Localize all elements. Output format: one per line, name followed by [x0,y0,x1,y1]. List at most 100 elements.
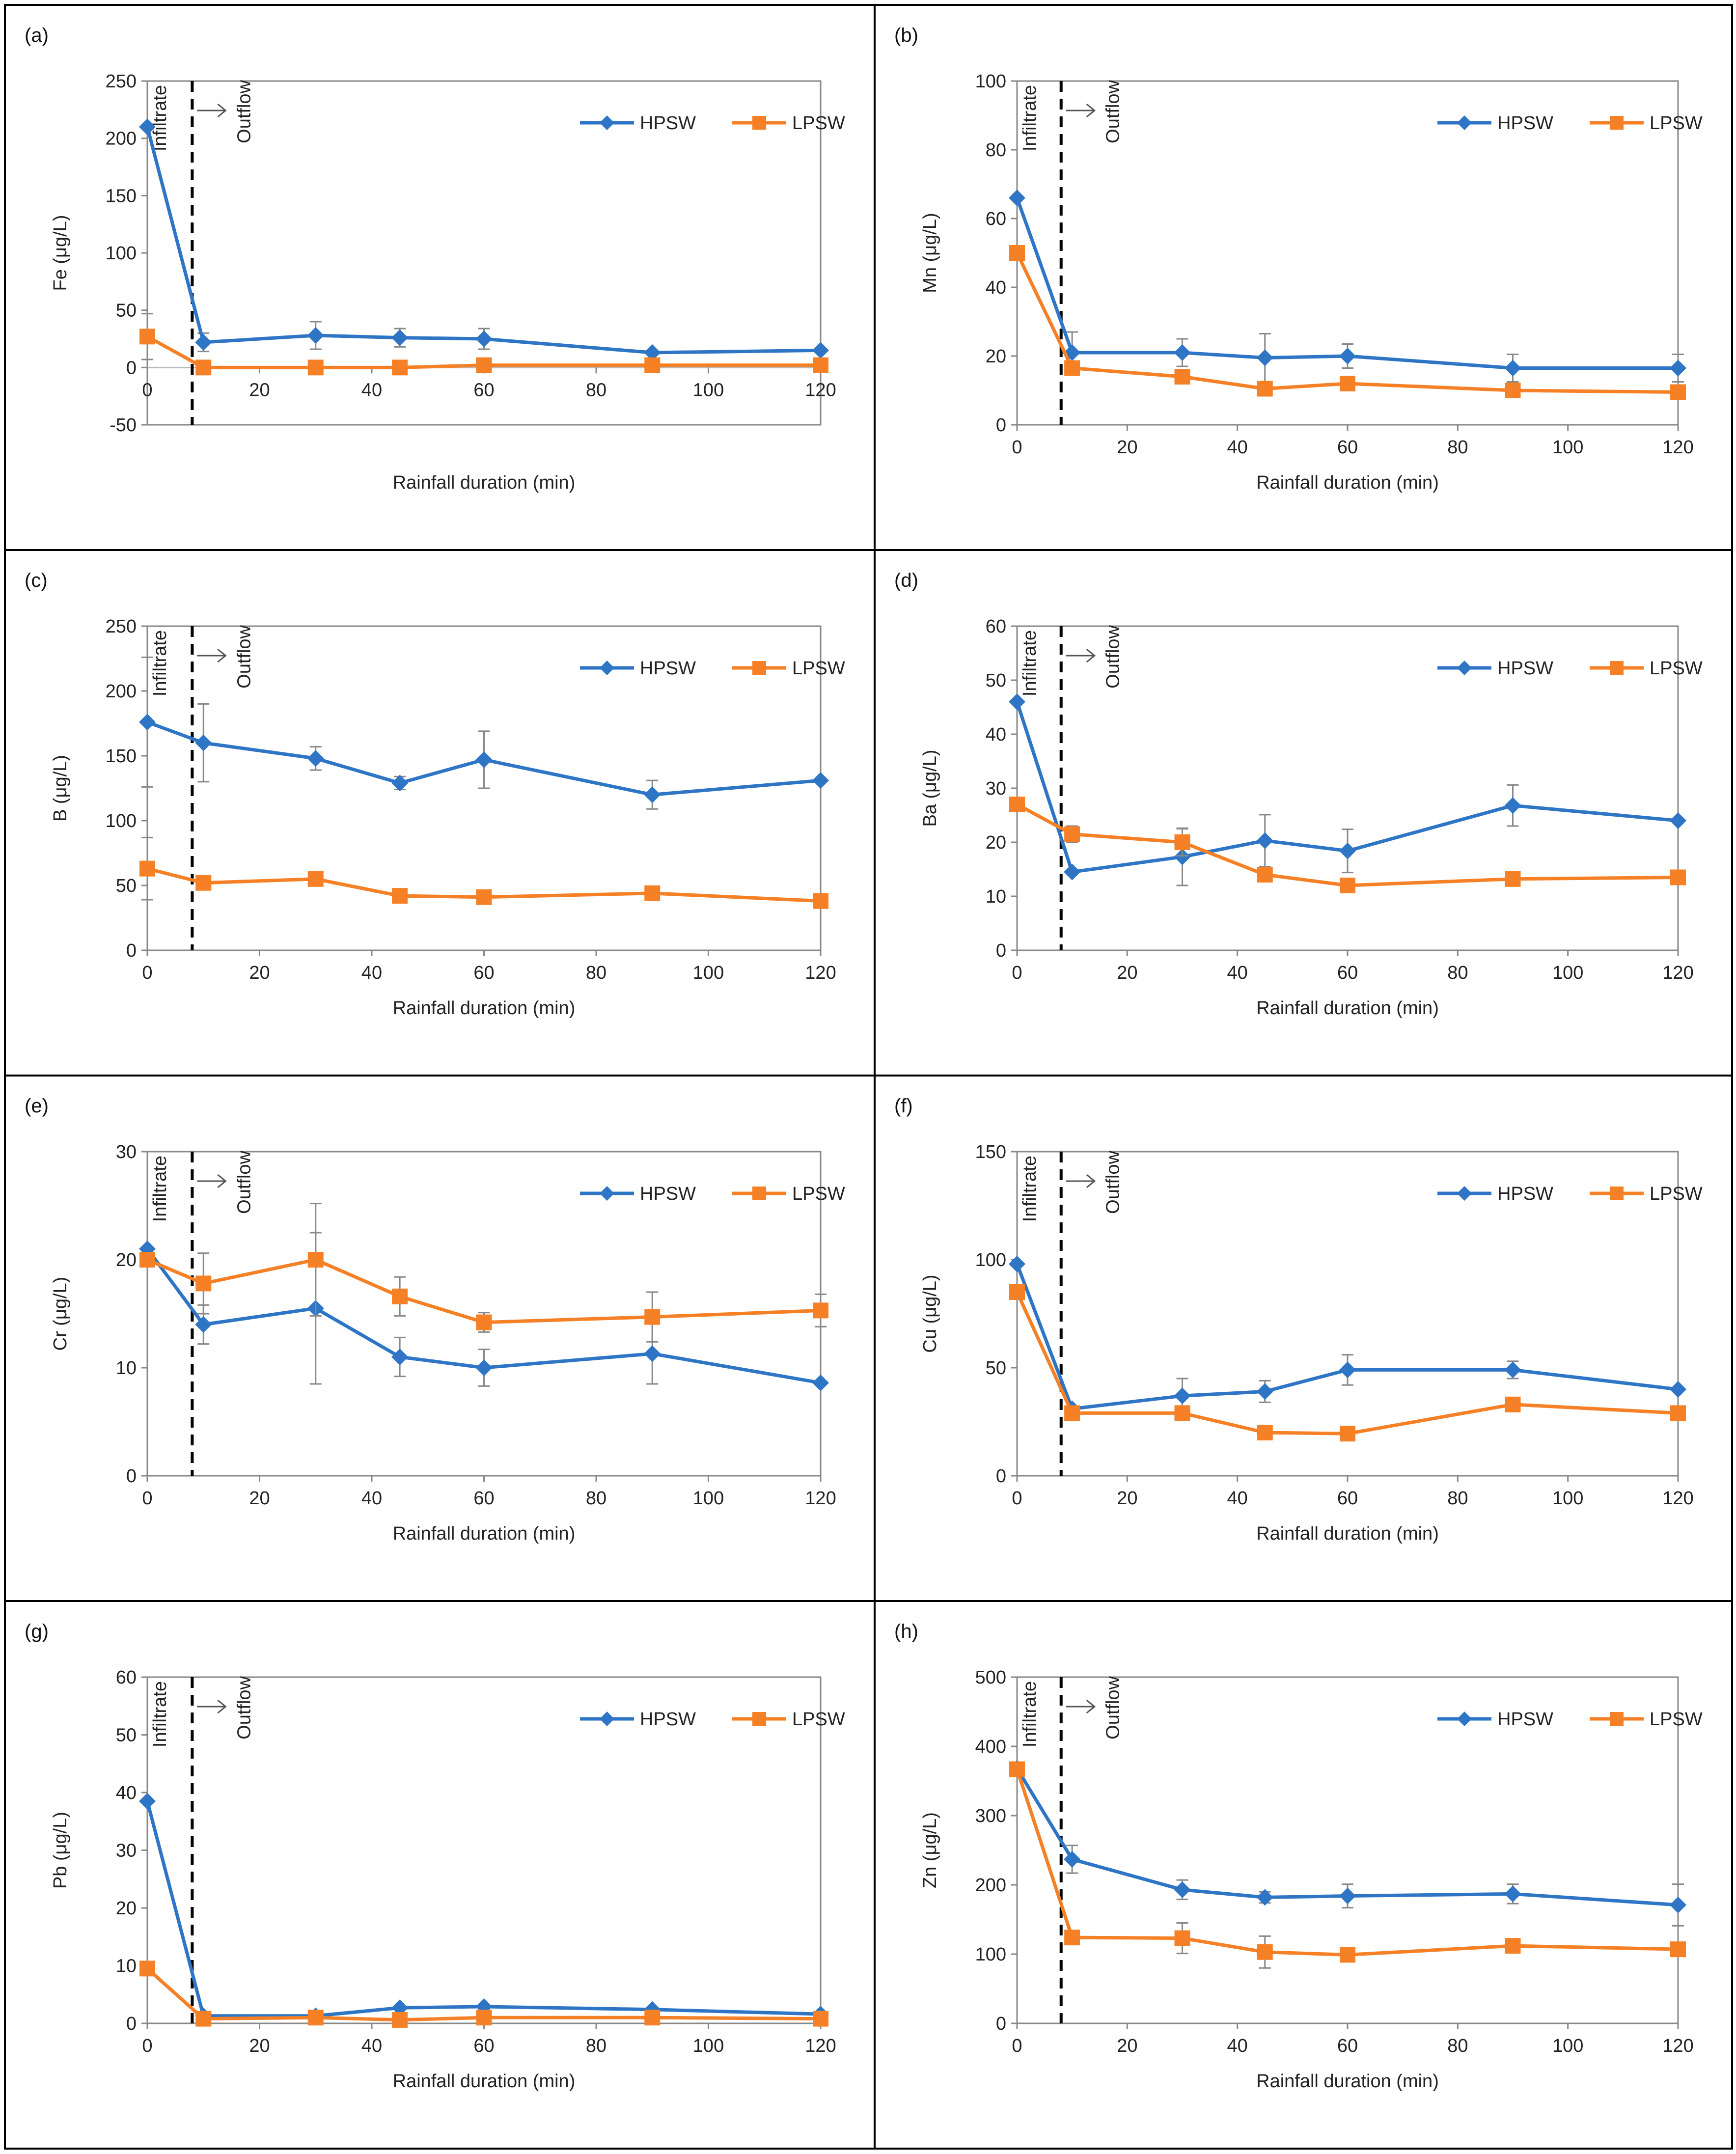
legend-label-lpsw: LPSW [1650,1184,1703,1204]
panel-label: (e) [25,1095,49,1117]
data-point-lpsw [307,2010,324,2026]
series-lpsw [1009,1284,1686,1442]
data-point-hpsw [1339,348,1356,364]
legend-label-hpsw: HPSW [640,1709,696,1730]
y-tick-label: 60 [986,616,1006,637]
data-point-lpsw [813,357,828,373]
data-point-lpsw [1670,1405,1686,1421]
data-point-hpsw [1670,359,1686,377]
data-point-hpsw [1174,1387,1191,1405]
y-tick-label: 0 [126,940,137,961]
x-tick-label: 60 [1337,963,1358,983]
data-point-lpsw [476,2010,492,2026]
legend-label-hpsw: HPSW [640,658,696,679]
x-axis-title: Rainfall duration (min) [393,998,576,1019]
infiltrate-label: Infiltrate [150,1156,170,1222]
y-tick-label: 50 [986,670,1006,691]
legend-marker-hpsw [1457,661,1472,675]
y-tick-label: 50 [116,301,137,321]
x-tick-label: 20 [1117,963,1137,983]
y-tick-label: 200 [975,1875,1006,1896]
y-tick-label: 0 [996,415,1006,436]
x-tick-label: 120 [1662,963,1693,983]
data-point-hpsw [644,1345,661,1362]
panel-label: (f) [894,1095,913,1117]
x-tick-label: 0 [1012,1488,1022,1509]
y-tick-label: 100 [975,1250,1006,1270]
x-axis-title: Rainfall duration (min) [393,472,576,493]
data-point-lpsw [139,1252,155,1268]
legend-label-lpsw: LPSW [792,658,845,679]
data-point-lpsw [1064,1405,1080,1421]
data-point-hpsw [475,331,493,347]
data-point-hpsw [1256,1383,1273,1400]
data-point-hpsw [195,334,212,351]
series-line-lpsw [1015,252,1679,394]
data-point-hpsw [307,327,324,344]
x-tick-label: 40 [361,1488,382,1509]
y-tick-label: 20 [116,1250,137,1270]
series-hpsw [1009,1760,1686,1927]
data-point-hpsw [195,734,212,751]
y-tick-label: 40 [986,724,1006,745]
legend-marker-lpsw [752,116,766,130]
x-tick-label: 40 [361,963,382,983]
x-tick-label: 60 [1337,1488,1358,1509]
data-point-hpsw [139,1793,156,1810]
data-point-lpsw [1340,1426,1355,1442]
x-tick-label: 40 [361,380,382,400]
outflow-label: Outflow [234,1150,254,1214]
arrow-icon [217,1174,227,1188]
x-tick-label: 20 [1117,1488,1137,1509]
series-hpsw [139,1793,829,2024]
data-point-hpsw [812,772,829,789]
x-tick-label: 100 [1552,963,1583,983]
panel-c: (c) 0 50 100 150 200 250 0 20 40 60 80 100 120 Rainfal… [4,549,876,1077]
data-point-lpsw [195,1275,212,1292]
y-tick-label: 40 [986,277,1006,298]
series-hpsw [1009,693,1686,886]
data-point-lpsw [1064,826,1080,842]
x-axis-title: Rainfall duration (min) [393,1523,576,1544]
data-point-hpsw [1670,1896,1686,1913]
y-tick-label: 20 [986,832,1006,853]
legend-label-lpsw: LPSW [1650,113,1703,134]
data-point-lpsw [392,2012,408,2028]
x-tick-label: 0 [1012,963,1022,983]
data-point-hpsw [391,329,409,346]
y-axis-title: Zn (μg/L) [920,1812,940,1888]
x-tick-label: 40 [1227,2036,1248,2056]
x-tick-label: 60 [473,963,494,983]
data-point-hpsw [1009,190,1025,206]
y-axis-title: Cr (μg/L) [50,1277,71,1351]
series-lpsw [1009,245,1686,400]
x-tick-label: 60 [473,2036,494,2056]
infiltrate-label: Infiltrate [1020,1156,1040,1222]
y-tick-label: 60 [116,1667,137,1688]
data-point-hpsw [1256,1889,1273,1906]
y-tick-label: 20 [986,346,1006,367]
outflow-label: Outflow [1103,80,1124,143]
y-tick-label: 100 [106,811,137,831]
data-point-lpsw [195,875,212,891]
data-point-hpsw [475,1359,493,1376]
infiltrate-label: Infiltrate [1020,85,1040,151]
legend-marker-lpsw [752,1712,766,1726]
x-tick-label: 80 [586,380,606,400]
y-axis-title: Pb (μg/L) [50,1812,71,1889]
infiltrate-label: Infiltrate [150,85,170,151]
data-point-lpsw [1009,245,1025,261]
x-tick-label: 40 [1227,963,1248,983]
data-point-hpsw [1670,812,1686,829]
legend-label-hpsw: HPSW [1497,1184,1553,1204]
x-tick-label: 80 [586,2036,606,2056]
data-point-hpsw [812,342,829,359]
y-tick-label: 150 [106,746,137,767]
data-point-hpsw [1504,1885,1521,1903]
y-tick-label: 10 [116,1956,137,1977]
series-lpsw [1009,797,1686,893]
infiltrate-label: Infiltrate [1020,1681,1040,1747]
legend-label-lpsw: LPSW [1650,1709,1703,1730]
y-tick-label: 20 [116,1898,137,1919]
series-line-hpsw [1015,1263,1679,1411]
